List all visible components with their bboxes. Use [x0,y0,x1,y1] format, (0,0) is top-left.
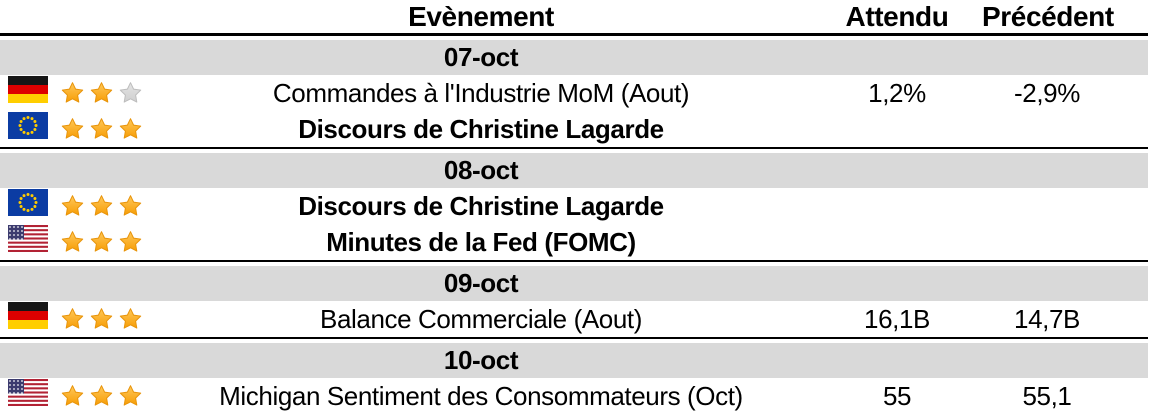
star-icon [61,231,84,252]
date-band: 09-oct [0,266,1148,301]
column-header-previous: Précédent [982,0,1114,32]
expected-value: 1,2% [868,77,926,108]
star-icon [119,231,142,252]
importance-rating [56,230,150,254]
eu-flag-icon [8,112,48,139]
star-icon [119,118,142,139]
event-name: Discours de Christine Lagarde [298,113,664,144]
date-band: 08-oct [0,153,1148,188]
germany-flag-icon [8,302,48,329]
date-band: 07-oct [0,40,1148,75]
date-label: 07-oct [443,42,519,72]
event-name: Commandes à l'Industrie MoM (Aout) [272,77,690,108]
event-row: Discours de Christine Lagarde [0,188,1148,224]
star-icon [90,231,113,252]
event-row: Minutes de la Fed (FOMC) [0,224,1148,260]
star-icon [119,308,142,329]
previous-value: -2,9% [1014,77,1080,108]
table-body: 07-oct Commandes à l'Industrie MoM (Aout… [0,40,1148,414]
star-icon [90,308,113,329]
previous-value: 14,7B [1014,303,1080,334]
event-name: Minutes de la Fed (FOMC) [326,226,636,257]
event-name: Michigan Sentiment des Consommateurs (Oc… [219,380,743,411]
star-icon [119,385,142,406]
date-group-10-oct: 10-oct Michigan Sentiment des Consommate… [0,343,1148,414]
star-icon [61,118,84,139]
event-row: Michigan Sentiment des Consommateurs (Oc… [0,378,1148,414]
event-row: Discours de Christine Lagarde [0,111,1148,147]
expected-value: 16,1B [864,303,930,334]
star-icon [90,82,113,103]
date-group-09-oct: 09-oct Balance Commerciale (Aout) 16,1B … [0,266,1148,339]
event-name: Discours de Christine Lagarde [298,190,664,221]
event-row: Commandes à l'Industrie MoM (Aout) 1,2% … [0,75,1148,111]
star-icon [61,195,84,216]
eu-flag-icon [8,189,48,216]
star-icon [61,308,84,329]
importance-rating [56,81,150,105]
column-header-event: Evènement [408,0,554,32]
star-icon [61,385,84,406]
us-flag-icon [8,379,48,406]
importance-rating [56,307,150,331]
date-group-08-oct: 08-oct Discours de Christine Lagarde Min… [0,153,1148,262]
star-icon [90,195,113,216]
column-header-expected: Attendu [845,0,949,32]
star-icon [90,385,113,406]
star-icon [61,82,84,103]
expected-value: 55 [882,380,912,411]
star-icon [90,118,113,139]
event-name: Balance Commerciale (Aout) [320,303,642,334]
date-label: 10-oct [443,345,519,375]
star-icon [119,82,142,103]
star-icon [119,195,142,216]
germany-flag-icon [8,76,48,103]
importance-rating [56,117,150,141]
date-label: 09-oct [443,268,519,298]
importance-rating [56,384,150,408]
event-row: Balance Commerciale (Aout) 16,1B 14,7B [0,301,1148,337]
date-label: 08-oct [443,155,519,185]
importance-rating [56,194,150,218]
us-flag-icon [8,225,48,252]
date-band: 10-oct [0,343,1148,378]
date-group-07-oct: 07-oct Commandes à l'Industrie MoM (Aout… [0,40,1148,149]
previous-value: 55,1 [1022,380,1072,411]
table-header-row: Evènement Attendu Précédent [0,0,1148,36]
